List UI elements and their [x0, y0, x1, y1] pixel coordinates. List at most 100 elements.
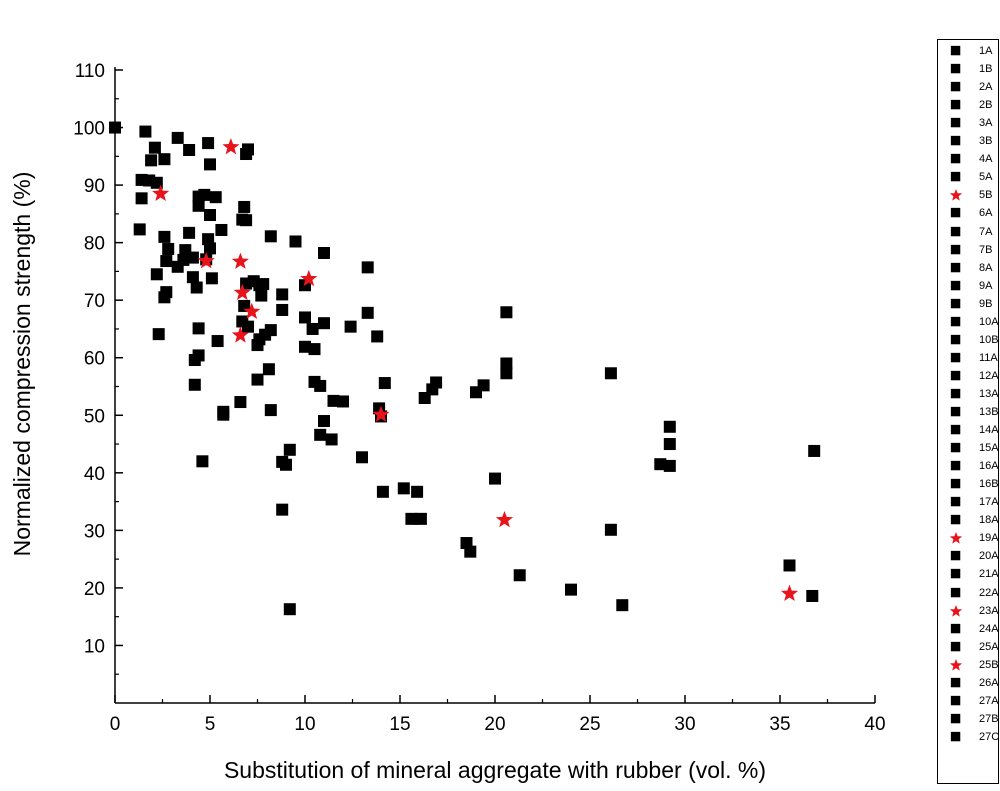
legend-square-marker [950, 569, 961, 579]
legend-square-icon [950, 442, 961, 453]
y-tick-label: 90 [84, 176, 105, 197]
data-point-square [276, 288, 289, 301]
legend-item-label: 3B [979, 135, 993, 148]
legend-square-icon [950, 406, 961, 417]
legend-square-icon [950, 136, 961, 146]
data-point-square [308, 343, 321, 356]
legend-item: 3B [938, 132, 998, 150]
legend-square-icon [950, 118, 961, 128]
data-point-square [139, 125, 152, 138]
data-point-square [160, 255, 173, 268]
y-tick-label: 100 [73, 119, 105, 140]
data-point-square [513, 569, 526, 582]
data-point-star [231, 252, 249, 269]
legend-item-label: 7B [979, 243, 993, 256]
legend-square-icon [950, 388, 961, 399]
data-point-square [470, 386, 482, 399]
data-point-square [489, 472, 501, 485]
data-point-square [500, 367, 513, 380]
data-point-square [283, 603, 296, 616]
legend-item: 6A [938, 204, 998, 222]
data-point-square [405, 512, 418, 525]
data-point-square [238, 200, 251, 213]
legend-item-label: 9A [979, 279, 993, 292]
data-point-square [183, 143, 196, 156]
x-tick-label: 10 [294, 714, 315, 735]
legend-square-icon [950, 45, 961, 56]
legend-item-label: 13B [979, 406, 999, 418]
legend-square-icon [950, 280, 961, 290]
legend-item: 13A [938, 385, 999, 403]
legend-item: 15A [938, 439, 998, 457]
legend-item: 21A [938, 565, 999, 583]
legend-square-icon [950, 352, 961, 363]
data-point-square [264, 404, 277, 417]
legend-square-marker [950, 623, 961, 633]
data-point-square [133, 223, 146, 236]
x-tick-label: 20 [484, 714, 505, 735]
data-point-square [806, 589, 819, 602]
data-point-square [344, 320, 357, 333]
legend-square-icon [950, 497, 961, 507]
data-point-square [204, 242, 216, 255]
x-tick-label: 15 [389, 714, 410, 735]
legend-item: 22A [938, 584, 999, 602]
legend-item: 13B [938, 403, 999, 421]
data-point-star [222, 138, 240, 155]
legend-item: 8A [938, 259, 998, 277]
data-point-square [654, 458, 667, 471]
legend-square-icon [950, 226, 961, 236]
legend-item: 5A [938, 168, 998, 186]
legend-square-marker [950, 45, 961, 56]
legend-square-icon [950, 334, 961, 345]
x-tick-label: 40 [864, 714, 885, 735]
x-tick-label: 0 [110, 714, 121, 735]
legend-square-icon [950, 154, 961, 164]
legend-square-icon [950, 677, 961, 688]
legend-item-label: 20A [979, 550, 999, 563]
data-point-square [418, 392, 431, 405]
legend-square-icon [950, 623, 961, 633]
legend-item: 7B [938, 241, 998, 259]
legend-square-icon [950, 99, 961, 110]
legend-item-label: 13A [979, 387, 999, 400]
legend-item-label: 21A [979, 568, 999, 581]
legend-item: 10A [938, 313, 998, 331]
data-point-square [356, 451, 368, 464]
legend-star-icon [950, 604, 962, 617]
legend-square-icon [950, 731, 961, 742]
legend-square-icon [950, 208, 961, 218]
legend-square-marker [950, 370, 961, 381]
data-point-square [306, 322, 319, 335]
legend-item: 24A [938, 620, 998, 638]
legend-square-marker [950, 172, 961, 182]
data-point-square [500, 357, 513, 370]
data-point-square [148, 141, 161, 154]
legend-item-label: 25A [979, 640, 999, 653]
data-point-square [188, 378, 201, 391]
data-point-square [500, 306, 513, 319]
data-point-square [318, 415, 330, 428]
legend-square-icon [950, 370, 961, 381]
data-point-square [808, 444, 821, 457]
data-point-star [233, 283, 251, 300]
legend-square-icon [950, 479, 961, 489]
legend-item-label: 22A [979, 586, 999, 599]
data-point-square [464, 545, 477, 558]
data-point-square [411, 485, 424, 498]
legend-item-label: 3A [979, 117, 993, 130]
data-point-square [251, 373, 264, 386]
legend-square-marker [950, 406, 961, 417]
legend-square-marker [950, 641, 961, 651]
data-point-square [192, 322, 205, 335]
data-point-square [150, 176, 163, 189]
data-point-square [145, 154, 158, 167]
data-point-square [299, 340, 311, 353]
legend-item: 23A [938, 602, 998, 620]
legend-star-icon [950, 658, 962, 671]
legend-item: 7A [938, 223, 998, 241]
legend-item: 1A [938, 42, 998, 60]
legend-item: 2A [938, 78, 998, 96]
legend-item: 25B [938, 656, 998, 674]
legend-item-label: 16B [979, 478, 999, 491]
